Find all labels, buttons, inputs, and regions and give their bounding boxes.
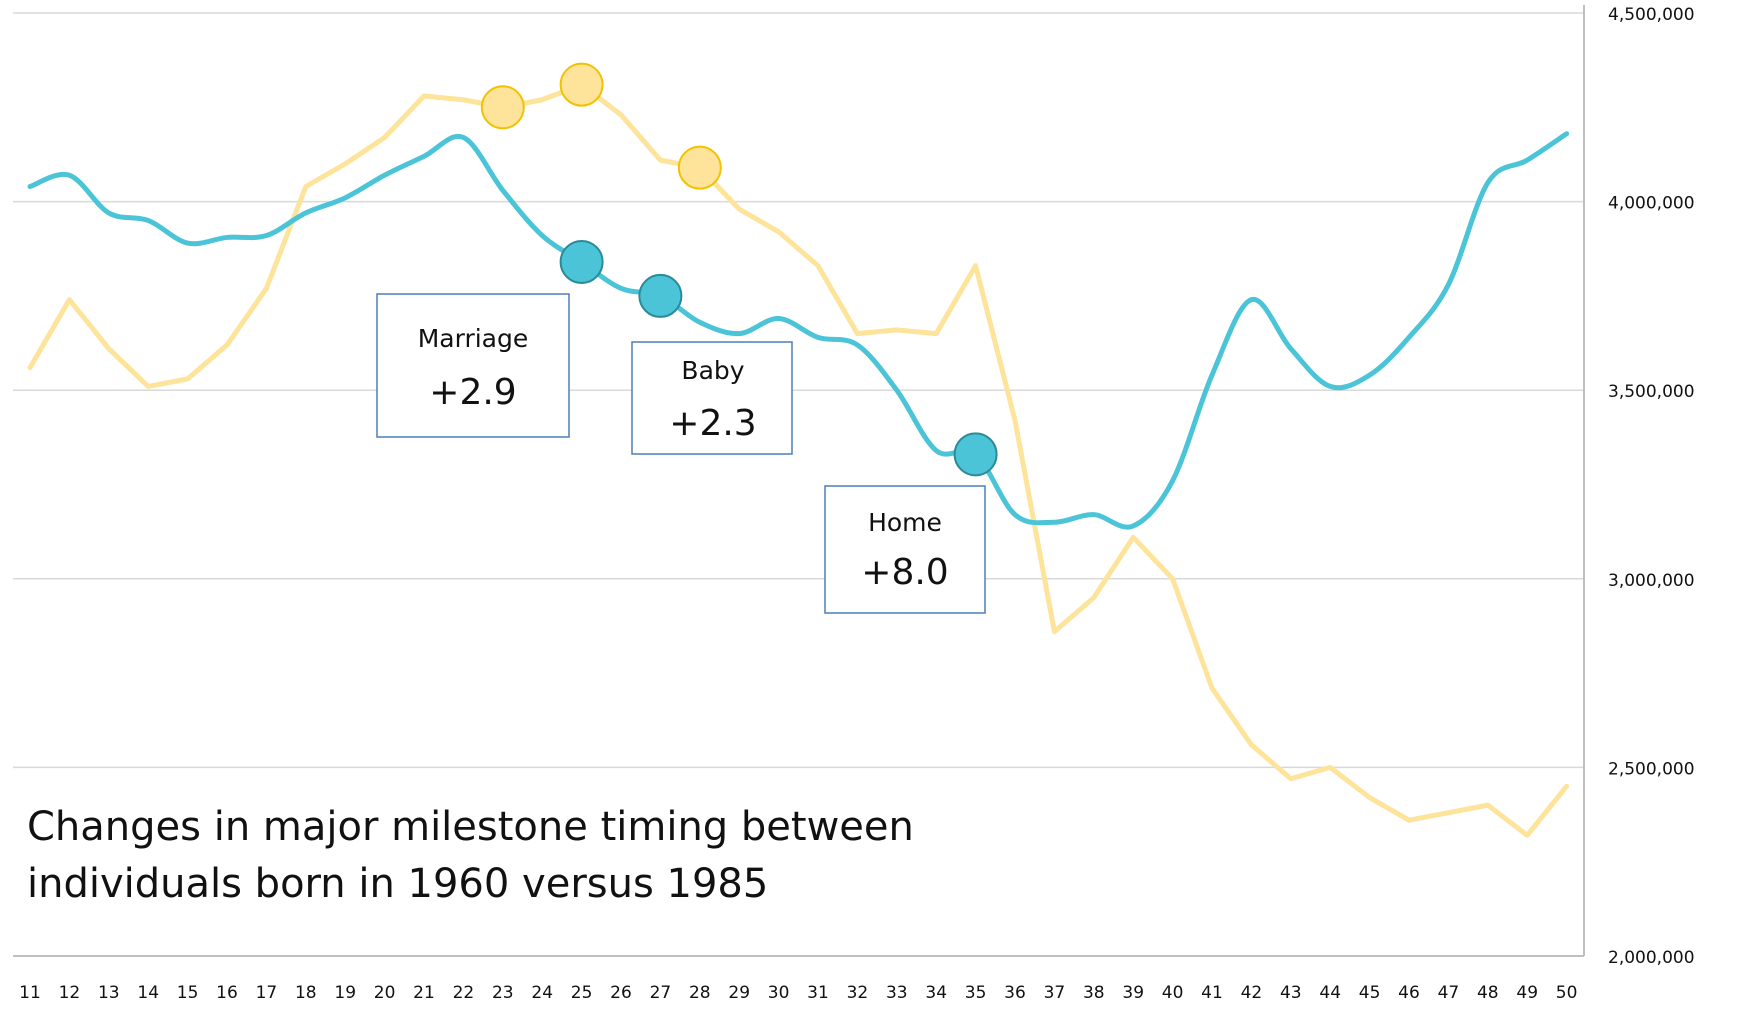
x-tick-label: 25	[571, 983, 593, 1003]
x-tick-label: 44	[1319, 983, 1341, 1003]
x-tick-label: 34	[925, 983, 947, 1003]
x-tick-label: 36	[1004, 983, 1026, 1003]
x-tick-label: 49	[1516, 983, 1538, 1003]
annotation-box	[824, 485, 986, 614]
x-tick-label: 12	[59, 983, 81, 1003]
x-tick-label: 24	[531, 983, 553, 1003]
x-tick-label: 29	[728, 983, 750, 1003]
milestone-marker	[559, 62, 604, 107]
annotation-value: +2.9	[429, 372, 516, 413]
x-tick-label: 40	[1162, 983, 1184, 1003]
x-tick-label: 39	[1122, 983, 1144, 1003]
series-line	[27, 82, 1570, 838]
x-tick-label: 35	[965, 983, 987, 1003]
annotation-label: Baby	[681, 356, 744, 385]
x-tick-label: 38	[1083, 983, 1105, 1003]
y-tick-label: 3,000,000	[1608, 571, 1695, 591]
x-tick-label: 26	[610, 983, 632, 1003]
annotation-box	[631, 341, 793, 455]
x-tick-label: 27	[650, 983, 672, 1003]
x-tick-label: 37	[1044, 983, 1066, 1003]
x-tick-label: 13	[98, 983, 120, 1003]
x-tick-label: 11	[19, 983, 41, 1003]
x-tick-label: 23	[492, 983, 514, 1003]
y-tick-label: 3,500,000	[1608, 382, 1695, 402]
x-tick-label: 48	[1477, 983, 1499, 1003]
x-tick-label: 31	[807, 983, 829, 1003]
x-tick-label: 20	[374, 983, 396, 1003]
x-tick-label: 18	[295, 983, 317, 1003]
milestone-marker	[638, 273, 683, 318]
annotation-value: +2.3	[669, 403, 756, 444]
x-tick-label: 50	[1556, 983, 1578, 1003]
x-tick-label: 14	[137, 983, 159, 1003]
milestone-marker	[559, 239, 604, 284]
annotation-box	[376, 293, 570, 438]
x-tick-label: 42	[1241, 983, 1263, 1003]
grid	[13, 5, 1585, 957]
x-tick-label: 17	[256, 983, 278, 1003]
x-tick-label: 15	[177, 983, 199, 1003]
annotation-value: +8.0	[861, 552, 948, 593]
y-tick-label: 2,500,000	[1608, 759, 1695, 779]
y-tick-label: 4,000,000	[1608, 194, 1695, 214]
x-tick-label: 43	[1280, 983, 1302, 1003]
x-tick-label: 32	[847, 983, 869, 1003]
x-tick-label: 47	[1438, 983, 1460, 1003]
x-tick-label: 41	[1201, 983, 1223, 1003]
x-tick-label: 33	[886, 983, 908, 1003]
annotation-label: Marriage	[418, 324, 529, 353]
x-tick-label: 28	[689, 983, 711, 1003]
annotation-label: Home	[868, 508, 942, 537]
x-tick-label: 21	[413, 983, 435, 1003]
series-line	[27, 131, 1570, 530]
x-tick-label: 19	[334, 983, 356, 1003]
x-tick-label: 30	[768, 983, 790, 1003]
y-tick-label: 4,500,000	[1608, 5, 1695, 25]
milestone-marker	[677, 145, 722, 190]
chart-title: Changes in major milestone timing betwee…	[27, 804, 914, 850]
chart-title: individuals born in 1960 versus 1985	[27, 861, 768, 907]
lines	[27, 62, 1570, 838]
x-tick-label: 22	[453, 983, 475, 1003]
y-tick-label: 2,000,000	[1608, 948, 1695, 968]
x-tick-label: 45	[1359, 983, 1381, 1003]
x-tick-label: 16	[216, 983, 238, 1003]
milestone-marker	[953, 432, 998, 477]
milestone-marker	[480, 85, 525, 130]
x-tick-label: 46	[1398, 983, 1420, 1003]
